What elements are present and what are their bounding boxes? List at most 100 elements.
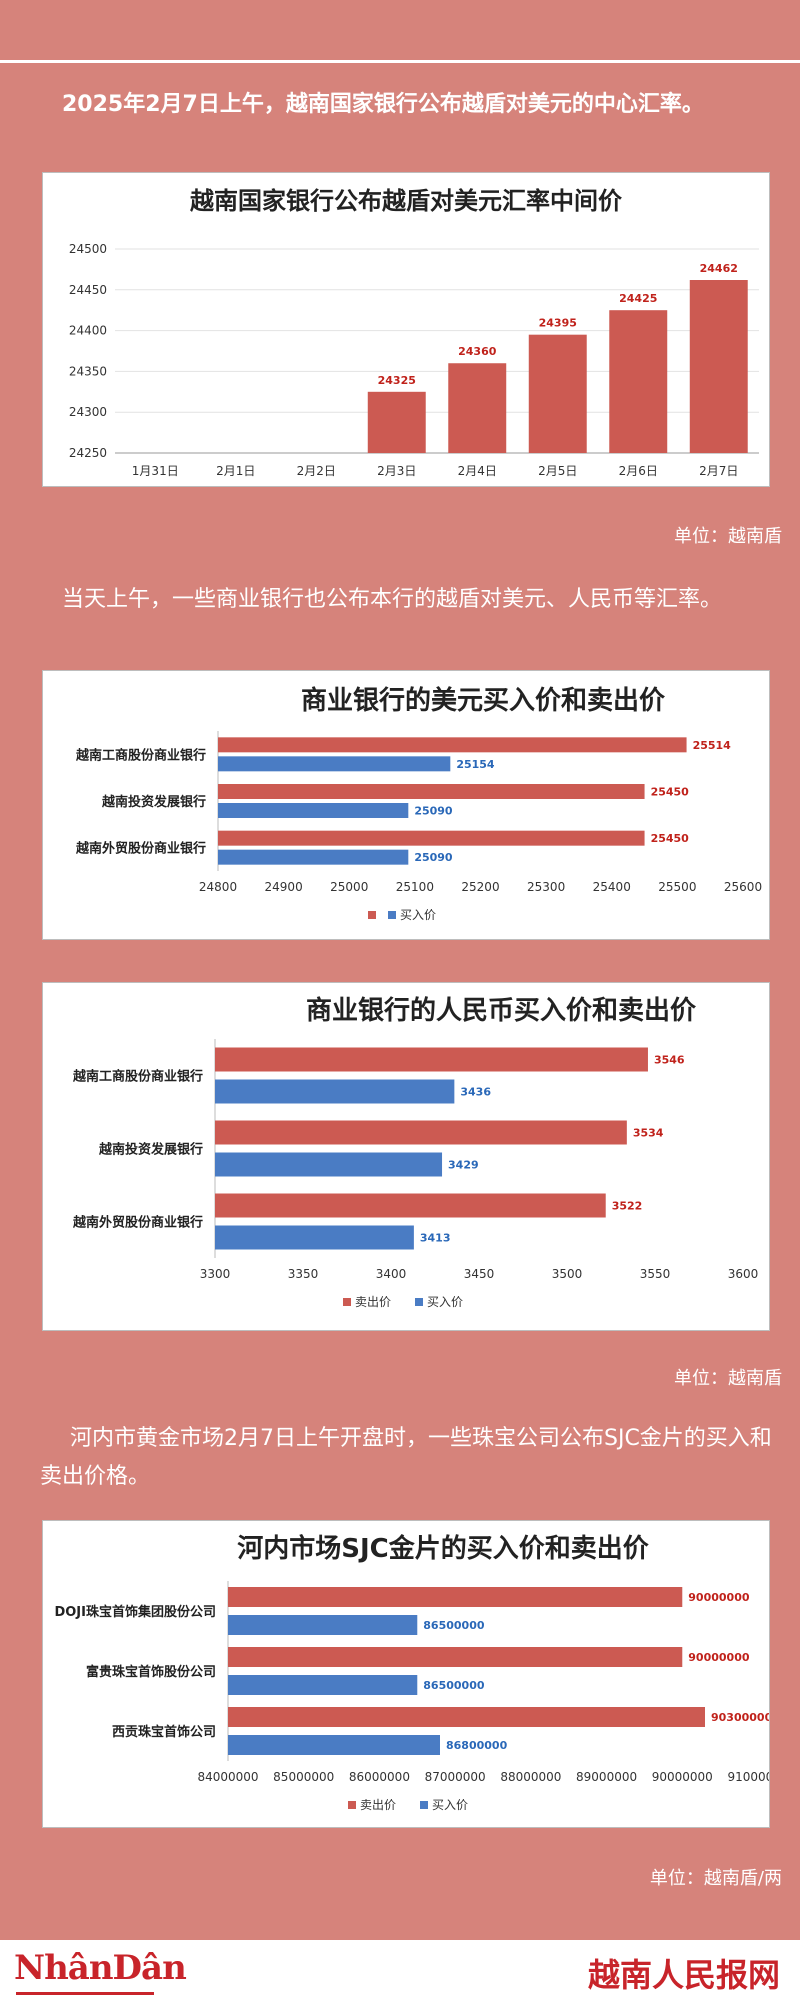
y-tick-label: 24300 xyxy=(69,405,107,419)
paragraph-commercial-banks: 当天上午，一些商业银行也公布本行的越盾对美元、人民币等汇率。 xyxy=(62,587,723,612)
data-label: 24360 xyxy=(458,345,497,358)
data-label: 25514 xyxy=(693,739,732,752)
x-tick-label: 89000000 xyxy=(576,1770,637,1784)
chart-svg: 商业银行的人民币买入价和卖出价 3300 3350 3400 3450 3500 3550 3… xyxy=(72,995,759,1309)
x-tick-label: 25400 xyxy=(593,880,631,894)
x-tick-label: 3500 xyxy=(552,1267,583,1281)
buy-bar xyxy=(215,1225,414,1250)
chart-title: 河内市场SJC金片的买入价和卖出价 xyxy=(237,1533,649,1564)
data-label: 24325 xyxy=(378,374,416,387)
data-label: 90300000 xyxy=(711,1711,769,1724)
data-label: 86800000 xyxy=(446,1739,508,1752)
legend-label: 卖出价 xyxy=(355,1295,391,1309)
x-tick-label: 3350 xyxy=(288,1267,319,1281)
legend-buy-swatch xyxy=(388,911,396,919)
x-tick-label: 84000000 xyxy=(197,1770,258,1784)
category-label: 越南工商股份商业银行 xyxy=(75,747,206,763)
data-label: 24462 xyxy=(700,262,738,275)
data-label: 24425 xyxy=(619,292,657,305)
x-tick-label: 24800 xyxy=(199,880,237,894)
chart-sjc-gold-prices: 河内市场SJC金片的买入价和卖出价 84000000 85000000 8600000… xyxy=(42,1520,770,1828)
x-tick-label: 25200 xyxy=(461,880,499,894)
y-tick-label: 24400 xyxy=(69,324,107,338)
category-label: 富贵珠宝首饰股份公司 xyxy=(86,1664,216,1680)
legend-label: 买入价 xyxy=(432,1798,468,1812)
unit-label-2: 单位：越南盾 xyxy=(674,1368,782,1389)
bar xyxy=(609,310,668,453)
unit-label-1: 单位：越南盾 xyxy=(674,526,782,547)
x-tick-label: 3300 xyxy=(200,1267,231,1281)
data-label: 3546 xyxy=(654,1054,685,1067)
sell-bar xyxy=(218,784,645,799)
x-tick-label: 1月31日 xyxy=(132,464,179,478)
buy-bar xyxy=(218,803,409,818)
data-label: 25154 xyxy=(456,758,495,771)
data-label: 25450 xyxy=(651,832,690,845)
sell-bar xyxy=(228,1707,705,1727)
x-tick-label: 25600 xyxy=(724,880,762,894)
category-label: 越南投资发展银行 xyxy=(101,794,206,810)
data-label: 86500000 xyxy=(423,1679,485,1692)
legend-label: 买入价 xyxy=(427,1295,463,1309)
legend-buy-swatch xyxy=(415,1298,423,1306)
nhandan-logo[interactable]: NhânDân xyxy=(14,1948,187,1988)
intro-text: 2025年2月7日上午，越南国家银行公布越盾对美元的中心汇率。 xyxy=(62,92,704,117)
x-tick-label: 3450 xyxy=(464,1267,495,1281)
sell-bar xyxy=(228,1647,683,1667)
x-tick-label: 87000000 xyxy=(425,1770,486,1784)
sell-bar xyxy=(215,1193,606,1218)
data-label: 86500000 xyxy=(423,1619,485,1632)
x-tick-label: 86000000 xyxy=(349,1770,410,1784)
y-tick-label: 24350 xyxy=(69,364,107,378)
data-label: 90000000 xyxy=(688,1591,750,1604)
buy-bar xyxy=(228,1735,440,1755)
data-label: 3436 xyxy=(460,1086,491,1099)
unit-label-3: 单位：越南盾/两 xyxy=(649,1868,782,1889)
data-label: 3522 xyxy=(612,1200,643,1213)
site-logo[interactable]: 越南人民报网 xyxy=(587,1956,780,1994)
chart-usd-bank-rates: 商业银行的美元买入价和卖出价 24800 24900 25000 25100 25200 2… xyxy=(42,670,770,940)
data-label: 90000000 xyxy=(688,1651,750,1664)
bar xyxy=(448,363,507,453)
legend-buy-swatch xyxy=(420,1801,428,1809)
legend-label: 买入价 xyxy=(400,908,436,922)
data-label: 25090 xyxy=(414,851,453,864)
data-label: 3534 xyxy=(633,1127,664,1140)
chart-title: 越南国家银行公布越盾对美元汇率中间价 xyxy=(190,187,623,215)
bar xyxy=(689,280,748,453)
x-tick-label: 2月4日 xyxy=(458,464,497,478)
x-tick-label: 2月2日 xyxy=(297,464,336,478)
x-tick-label: 3600 xyxy=(728,1267,759,1281)
x-tick-label: 24900 xyxy=(265,880,303,894)
buy-bar xyxy=(228,1615,418,1635)
x-tick-label: 3550 xyxy=(640,1267,671,1281)
legend-sell-swatch xyxy=(348,1801,356,1809)
data-label: 3413 xyxy=(420,1232,451,1245)
chart-cny-bank-rates: 商业银行的人民币买入价和卖出价 3300 3350 3400 3450 3500 3550 3… xyxy=(42,982,770,1331)
sell-bar xyxy=(215,1120,627,1145)
sell-bar xyxy=(218,830,645,846)
chart-title: 商业银行的人民币买入价和卖出价 xyxy=(306,995,697,1026)
x-tick-label: 3400 xyxy=(376,1267,407,1281)
category-label: 越南工商股份商业银行 xyxy=(72,1069,203,1085)
x-tick-label: 88000000 xyxy=(500,1770,561,1784)
data-label: 3429 xyxy=(448,1159,479,1172)
category-label: 西贡珠宝首饰公司 xyxy=(112,1724,216,1740)
y-tick-label: 24250 xyxy=(69,446,107,460)
x-tick-label: 2月5日 xyxy=(538,464,577,478)
paragraph-gold-market: 河内市黄金市场2月7日上午开盘时，一些珠宝公司公布SJC金片的买入和卖出价格。 xyxy=(40,1426,772,1489)
top-divider xyxy=(0,60,800,63)
y-tick-label: 24500 xyxy=(69,242,107,256)
category-label: DOJI珠宝首饰集团股份公司 xyxy=(54,1604,216,1620)
logo-underline xyxy=(16,1992,154,1995)
x-tick-label: 90000000 xyxy=(652,1770,713,1784)
x-tick-label: 2月1日 xyxy=(216,464,255,478)
sell-bar xyxy=(218,737,687,753)
chart-title: 商业银行的美元买入价和卖出价 xyxy=(301,685,666,716)
chart-svg: 商业银行的美元买入价和卖出价 24800 24900 25000 25100 25200 2… xyxy=(75,685,762,922)
x-tick-label: 25300 xyxy=(527,880,565,894)
category-label: 越南外贸股份商业银行 xyxy=(75,841,206,857)
buy-bar xyxy=(215,1152,443,1177)
buy-bar xyxy=(215,1079,455,1104)
category-label: 越南外贸股份商业银行 xyxy=(72,1215,203,1231)
